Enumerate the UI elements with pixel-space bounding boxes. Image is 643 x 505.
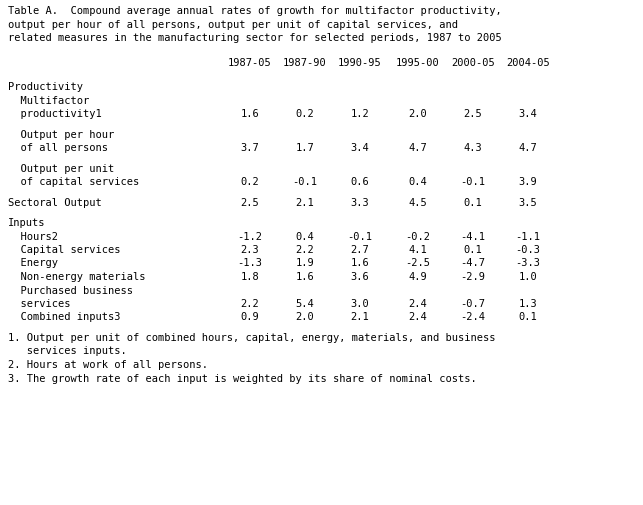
Text: -0.1: -0.1 (347, 231, 372, 241)
Text: 2.7: 2.7 (350, 244, 369, 255)
Text: 3.0: 3.0 (350, 298, 369, 309)
Text: -3.3: -3.3 (516, 258, 541, 268)
Text: Table A.  Compound average annual rates of growth for multifactor productivity,: Table A. Compound average annual rates o… (8, 6, 502, 16)
Text: 3.4: 3.4 (350, 143, 369, 153)
Text: -2.5: -2.5 (406, 258, 431, 268)
Text: -0.3: -0.3 (516, 244, 541, 255)
Text: -0.2: -0.2 (406, 231, 431, 241)
Text: Non-energy materials: Non-energy materials (8, 272, 145, 281)
Text: services inputs.: services inputs. (8, 346, 127, 356)
Text: Output per hour: Output per hour (8, 129, 114, 139)
Text: 2.5: 2.5 (464, 109, 482, 119)
Text: 1.9: 1.9 (296, 258, 314, 268)
Text: 4.9: 4.9 (408, 272, 428, 281)
Text: 0.4: 0.4 (408, 177, 428, 187)
Text: 2000-05: 2000-05 (451, 58, 495, 68)
Text: 2.1: 2.1 (350, 312, 369, 322)
Text: Energy: Energy (8, 258, 58, 268)
Text: 0.6: 0.6 (350, 177, 369, 187)
Text: -4.1: -4.1 (460, 231, 485, 241)
Text: 1.3: 1.3 (519, 298, 538, 309)
Text: 0.4: 0.4 (296, 231, 314, 241)
Text: -1.3: -1.3 (237, 258, 262, 268)
Text: 1.7: 1.7 (296, 143, 314, 153)
Text: 2.1: 2.1 (296, 197, 314, 207)
Text: Output per unit: Output per unit (8, 163, 114, 173)
Text: 1.6: 1.6 (240, 109, 259, 119)
Text: 3.7: 3.7 (240, 143, 259, 153)
Text: 2.2: 2.2 (296, 244, 314, 255)
Text: Hours2: Hours2 (8, 231, 58, 241)
Text: 3.3: 3.3 (350, 197, 369, 207)
Text: 1995-00: 1995-00 (396, 58, 440, 68)
Text: 3.5: 3.5 (519, 197, 538, 207)
Text: of all persons: of all persons (8, 143, 108, 153)
Text: -0.1: -0.1 (293, 177, 318, 187)
Text: 4.5: 4.5 (408, 197, 428, 207)
Text: 2.4: 2.4 (408, 312, 428, 322)
Text: 3.9: 3.9 (519, 177, 538, 187)
Text: Multifactor: Multifactor (8, 95, 89, 105)
Text: 2004-05: 2004-05 (506, 58, 550, 68)
Text: 1990-95: 1990-95 (338, 58, 382, 68)
Text: -2.9: -2.9 (460, 272, 485, 281)
Text: 2.3: 2.3 (240, 244, 259, 255)
Text: 0.2: 0.2 (296, 109, 314, 119)
Text: 1.2: 1.2 (350, 109, 369, 119)
Text: of capital services: of capital services (8, 177, 140, 187)
Text: 1.6: 1.6 (350, 258, 369, 268)
Text: 2.0: 2.0 (296, 312, 314, 322)
Text: services: services (8, 298, 71, 309)
Text: 0.1: 0.1 (464, 197, 482, 207)
Text: 2.4: 2.4 (408, 298, 428, 309)
Text: 1.6: 1.6 (296, 272, 314, 281)
Text: 4.7: 4.7 (519, 143, 538, 153)
Text: 0.2: 0.2 (240, 177, 259, 187)
Text: Purchased business: Purchased business (8, 285, 133, 295)
Text: -4.7: -4.7 (460, 258, 485, 268)
Text: Combined inputs3: Combined inputs3 (8, 312, 120, 322)
Text: Capital services: Capital services (8, 244, 120, 255)
Text: 1987-05: 1987-05 (228, 58, 272, 68)
Text: -0.1: -0.1 (460, 177, 485, 187)
Text: 3.6: 3.6 (350, 272, 369, 281)
Text: Inputs: Inputs (8, 218, 46, 228)
Text: 4.3: 4.3 (464, 143, 482, 153)
Text: -0.7: -0.7 (460, 298, 485, 309)
Text: Sectoral Output: Sectoral Output (8, 197, 102, 207)
Text: 3. The growth rate of each input is weighted by its share of nominal costs.: 3. The growth rate of each input is weig… (8, 373, 476, 383)
Text: 1.8: 1.8 (240, 272, 259, 281)
Text: related measures in the manufacturing sector for selected periods, 1987 to 2005: related measures in the manufacturing se… (8, 33, 502, 43)
Text: Productivity: Productivity (8, 82, 83, 92)
Text: 1987-90: 1987-90 (283, 58, 327, 68)
Text: 2.0: 2.0 (408, 109, 428, 119)
Text: 3.4: 3.4 (519, 109, 538, 119)
Text: -2.4: -2.4 (460, 312, 485, 322)
Text: 0.1: 0.1 (464, 244, 482, 255)
Text: 2. Hours at work of all persons.: 2. Hours at work of all persons. (8, 359, 208, 369)
Text: 0.9: 0.9 (240, 312, 259, 322)
Text: 1. Output per unit of combined hours, capital, energy, materials, and business: 1. Output per unit of combined hours, ca… (8, 332, 496, 342)
Text: -1.1: -1.1 (516, 231, 541, 241)
Text: 4.1: 4.1 (408, 244, 428, 255)
Text: 1.0: 1.0 (519, 272, 538, 281)
Text: productivity1: productivity1 (8, 109, 102, 119)
Text: -1.2: -1.2 (237, 231, 262, 241)
Text: 0.1: 0.1 (519, 312, 538, 322)
Text: 4.7: 4.7 (408, 143, 428, 153)
Text: 2.2: 2.2 (240, 298, 259, 309)
Text: 5.4: 5.4 (296, 298, 314, 309)
Text: 2.5: 2.5 (240, 197, 259, 207)
Text: output per hour of all persons, output per unit of capital services, and: output per hour of all persons, output p… (8, 20, 458, 29)
